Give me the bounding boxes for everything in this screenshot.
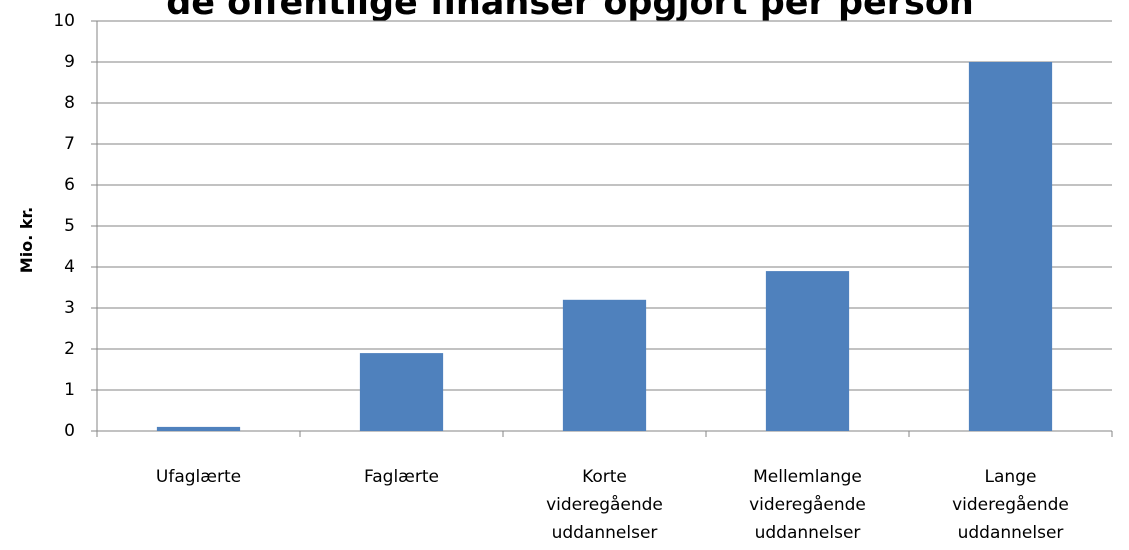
y-tick-label: 4 [64,257,75,277]
y-tick-label: 0 [64,421,75,441]
y-tick-label: 1 [64,380,75,400]
x-tick-label: Korte videregående uddannelser [546,467,663,543]
x-tick-label: Faglærte [364,467,439,487]
y-tick-label: 5 [64,216,75,236]
bar [968,62,1053,431]
bar [359,353,444,431]
bar [562,299,647,431]
bar [156,426,241,431]
y-tick-label: 3 [64,298,75,318]
y-tick-label: 9 [64,52,75,72]
y-tick-label: 2 [64,339,75,359]
y-tick-label: 6 [64,175,75,195]
x-tick-label: Lange videregående uddannelser [952,467,1069,543]
y-axis-label: Mio. kr. [17,207,36,273]
x-tick-label: Ufaglærte [156,467,241,487]
chart-title: de offentlige finanser opgjort per perso… [166,0,974,23]
y-tick-label: 8 [64,93,75,113]
y-tick-label: 7 [64,134,75,154]
x-tick-label: Mellemlange videregående uddannelser [749,467,866,543]
y-tick-label: 10 [53,11,75,31]
bar [765,271,850,431]
